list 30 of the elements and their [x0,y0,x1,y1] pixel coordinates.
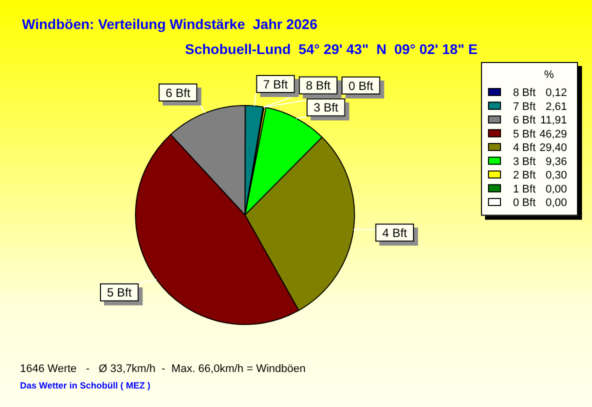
text: 1646 Werte - Ø 33,7km/h - Max. 66,0km/h = Windböen [20,363,306,376]
data-label: 29,40 [539,142,567,154]
legend-label: 1 Bft [513,183,536,196]
category-label: 8 Bft [513,87,536,100]
data-label: 2,61 [546,100,567,113]
legend-label: 3 Bft [513,156,536,168]
data-label: 0,30 [546,170,567,182]
data-label: 0,12 [546,87,567,100]
text: 0,00 [546,183,567,196]
data-label: 11,91 [540,114,567,127]
text: Das Wetter in Schobüll ( MEZ ) [20,380,150,390]
slice-label: 3 Bft [314,100,339,115]
text: 0 Bft [348,78,374,93]
data-label: 9,36 [546,156,567,168]
slice-label: 7 Bft [263,77,289,92]
slice-label: 6 Bft [166,86,191,100]
legend-title: % [544,69,554,82]
legend-label: 0 Bft [513,197,536,210]
legend-label: 7 Bft [513,100,536,113]
legend-label: 8 Bft [306,78,332,93]
legend-label: 5 Bft [513,128,536,140]
slice-label: 4 Bft [382,226,408,240]
legend-label: 4 Bft [513,142,536,154]
legend-label: 6 Bft [513,114,536,127]
chart-subtitle: Schobuell-Lund 54° 29' 43" N 09° 02' 18" E [185,40,478,57]
data-label: 46,29 [539,128,567,140]
legend-label: 2 Bft [513,170,536,182]
slice-label: 5 Bft [106,286,132,300]
chart-title: Windböen: Verteilung Windstärke Jahr 2026 [22,16,318,32]
text: 0,00 [546,197,567,210]
